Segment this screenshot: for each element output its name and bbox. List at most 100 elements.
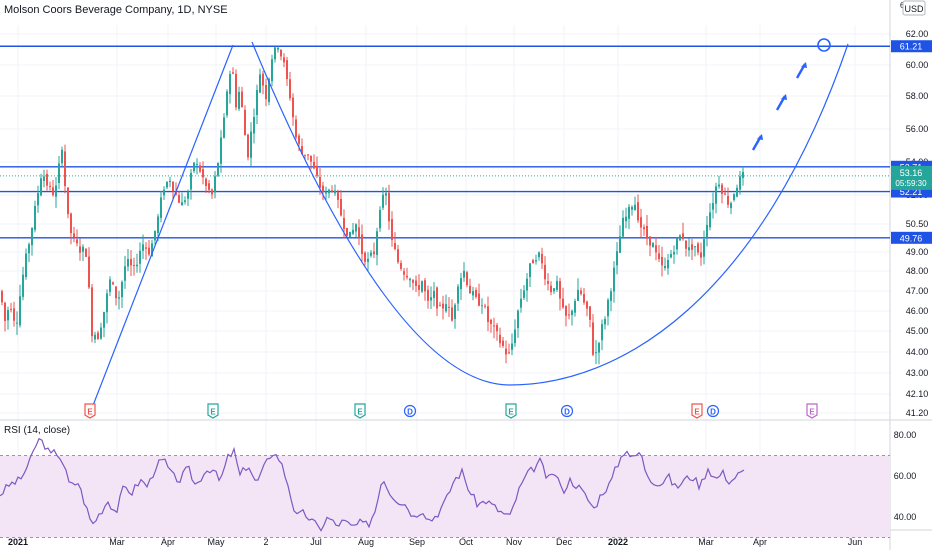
candle-body <box>385 193 387 196</box>
candle <box>673 245 675 264</box>
candle-body <box>160 197 162 218</box>
rsi-band <box>0 455 890 538</box>
candle-body <box>601 324 603 341</box>
candle-body <box>142 244 144 251</box>
candle-body <box>625 216 627 222</box>
event-marker-dividend[interactable]: D <box>403 404 417 418</box>
candle-body <box>520 298 522 308</box>
candle-body <box>46 173 48 186</box>
candle <box>604 316 606 330</box>
candle <box>229 70 231 104</box>
candle <box>55 177 57 208</box>
candle-body <box>592 322 594 355</box>
rsi-pane: 80.00 60.00 40.00 <box>0 430 916 538</box>
candle-body <box>25 253 27 278</box>
candle-body <box>523 290 525 298</box>
candle-body <box>448 306 450 308</box>
candle-body <box>547 281 549 284</box>
event-marker-dividend[interactable]: D <box>560 404 574 418</box>
candle <box>184 196 186 205</box>
time-tick-label: 2021 <box>8 537 28 547</box>
candle <box>232 67 234 75</box>
time-tick-label: Sep <box>409 537 425 547</box>
candle <box>331 185 333 193</box>
candle-body <box>340 198 342 216</box>
current-price-value: 53.16 <box>900 168 923 178</box>
price-tick-label: 58.00 <box>906 91 929 101</box>
candle-body <box>355 224 357 232</box>
candle-body <box>166 182 168 188</box>
event-marker-earnings[interactable]: E <box>691 403 703 419</box>
candle <box>73 226 75 243</box>
event-marker-earnings[interactable]: E <box>505 403 517 419</box>
candle-body <box>268 78 270 103</box>
candle <box>688 238 690 257</box>
price-tick-label: 62.00 <box>906 29 929 39</box>
candle <box>670 249 672 259</box>
candle-body <box>187 191 189 199</box>
candle-body <box>208 183 210 190</box>
candle-body <box>382 194 384 208</box>
candle <box>112 281 114 286</box>
candle-body <box>16 322 18 324</box>
candle <box>52 180 54 197</box>
candle <box>76 229 78 247</box>
time-axis: 2021 Mar Apr May 2 Jul Aug Sep Oct Nov Dec 2022 Mar A… <box>8 537 862 547</box>
candle-body <box>511 343 513 350</box>
candle-body <box>724 193 726 195</box>
candle-body <box>115 286 117 299</box>
candle-body <box>1 291 3 303</box>
event-marker-earnings[interactable]: E <box>354 403 366 419</box>
candle-body <box>43 176 45 181</box>
candle <box>631 205 633 216</box>
candle <box>166 181 168 190</box>
candle <box>574 298 576 317</box>
candle-body <box>637 202 639 221</box>
rsi-tick-label: 60.00 <box>894 471 917 481</box>
candle <box>625 207 627 229</box>
projection-arrow <box>751 134 763 151</box>
candle-body <box>118 297 120 299</box>
candle <box>349 231 351 238</box>
candle <box>655 236 657 261</box>
event-marker-dividend[interactable]: D <box>706 404 720 418</box>
candle-body <box>424 280 426 292</box>
candle-body <box>643 227 645 230</box>
candle <box>61 146 63 167</box>
candle <box>499 327 501 348</box>
candle <box>601 319 603 351</box>
time-tick-label: 2 <box>263 537 268 547</box>
candle <box>7 306 9 330</box>
candle <box>127 248 129 272</box>
event-marker-earnings[interactable]: E <box>207 403 219 419</box>
candle-body <box>457 286 459 304</box>
candle-body <box>112 282 114 285</box>
candle-body <box>589 306 591 320</box>
candle-body <box>10 308 12 310</box>
candle <box>694 245 696 257</box>
candle <box>352 222 354 236</box>
candle-body <box>193 162 195 172</box>
candle-body <box>4 302 6 321</box>
countdown-timer: 05:59:30 <box>895 179 927 188</box>
candle <box>547 273 549 291</box>
candle <box>448 297 450 317</box>
candle <box>346 227 348 238</box>
candle-body <box>154 230 156 241</box>
candle-body <box>493 325 495 327</box>
event-marker-earnings[interactable]: E <box>806 403 818 419</box>
candle <box>121 280 123 308</box>
candle <box>562 287 564 309</box>
candle-body <box>109 279 111 292</box>
price-tick-label: 56.00 <box>906 124 929 134</box>
candle <box>301 138 303 155</box>
candle-body <box>349 231 351 237</box>
event-marker-earnings[interactable]: E <box>84 403 96 419</box>
earnings-badge <box>691 403 703 419</box>
candle <box>235 69 237 111</box>
candle <box>679 234 681 241</box>
candle <box>145 242 147 260</box>
candle-body <box>271 59 273 82</box>
candle-body <box>616 251 618 266</box>
